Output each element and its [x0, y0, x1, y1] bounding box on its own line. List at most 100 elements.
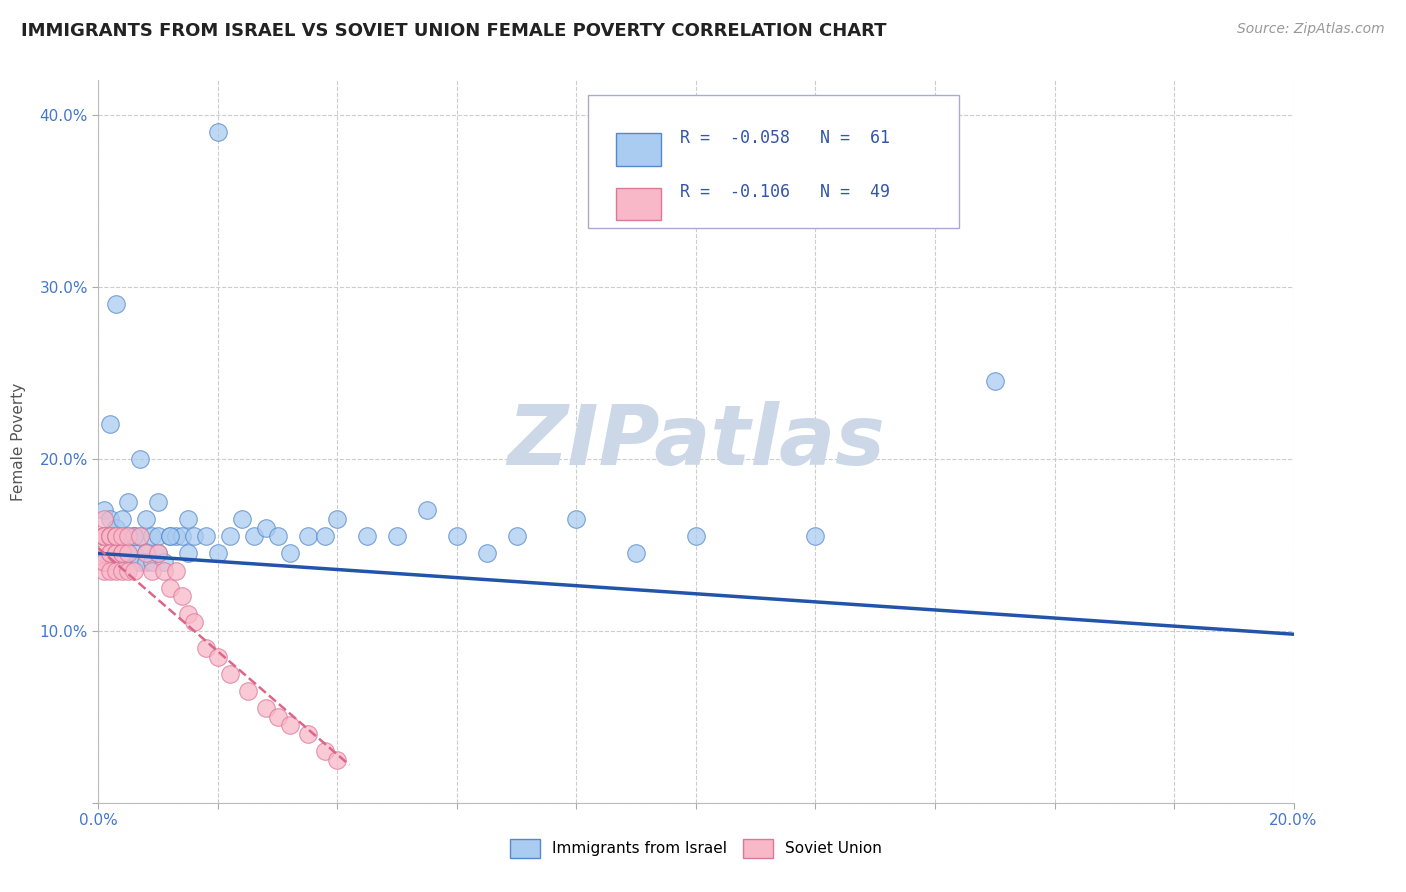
Point — [105, 529, 128, 543]
Text: IMMIGRANTS FROM ISRAEL VS SOVIET UNION FEMALE POVERTY CORRELATION CHART: IMMIGRANTS FROM ISRAEL VS SOVIET UNION F… — [21, 22, 887, 40]
Point — [297, 727, 319, 741]
Point — [315, 529, 337, 543]
Point — [98, 529, 122, 543]
Point — [111, 564, 134, 578]
Point — [416, 503, 439, 517]
Point — [129, 529, 152, 543]
Point — [98, 546, 122, 560]
Point — [243, 529, 266, 543]
Point — [98, 529, 122, 543]
Point — [565, 512, 588, 526]
Point — [278, 718, 301, 732]
Point — [98, 546, 122, 560]
Point — [93, 564, 115, 578]
Point — [111, 546, 134, 560]
Point — [148, 529, 170, 543]
Point — [356, 529, 378, 543]
Point — [117, 546, 139, 560]
Point — [111, 555, 134, 569]
Text: R =  -0.058   N =  61: R = -0.058 N = 61 — [681, 129, 890, 147]
Point — [207, 125, 229, 139]
Text: Source: ZipAtlas.com: Source: ZipAtlas.com — [1237, 22, 1385, 37]
Point — [98, 529, 122, 543]
Point — [98, 417, 122, 432]
Point — [129, 529, 152, 543]
Point — [506, 529, 529, 543]
Point — [129, 451, 152, 466]
Point — [105, 529, 128, 543]
Point — [124, 529, 146, 543]
Point — [177, 546, 200, 560]
Point — [93, 512, 115, 526]
Point — [105, 546, 128, 560]
Point — [105, 297, 128, 311]
Point — [93, 529, 115, 543]
Point — [475, 546, 498, 560]
Point — [219, 529, 242, 543]
Point — [159, 529, 181, 543]
Point — [165, 529, 187, 543]
Point — [177, 512, 200, 526]
Point — [267, 529, 290, 543]
Point — [105, 520, 128, 534]
Point — [135, 546, 157, 560]
Point — [159, 581, 181, 595]
Point — [105, 529, 128, 543]
Point — [177, 607, 200, 621]
Point — [98, 512, 122, 526]
Point — [93, 529, 115, 543]
Point — [117, 546, 139, 560]
Point — [105, 546, 128, 560]
Point — [124, 529, 146, 543]
Point — [153, 555, 176, 569]
Point — [172, 590, 194, 604]
Text: ZIPatlas: ZIPatlas — [508, 401, 884, 482]
Point — [93, 503, 115, 517]
Point — [93, 529, 115, 543]
Point — [207, 546, 229, 560]
Point — [183, 615, 205, 630]
Point — [254, 701, 277, 715]
Point — [165, 564, 187, 578]
Point — [135, 512, 157, 526]
Point — [105, 529, 128, 543]
Point — [93, 546, 115, 560]
Point — [254, 520, 277, 534]
Text: R =  -0.106   N =  49: R = -0.106 N = 49 — [681, 183, 890, 202]
Point — [236, 684, 259, 698]
Point — [141, 555, 163, 569]
Point — [685, 529, 707, 543]
Point — [124, 546, 146, 560]
Point — [98, 529, 122, 543]
Point — [135, 555, 157, 569]
Point — [153, 564, 176, 578]
FancyBboxPatch shape — [589, 95, 959, 228]
Point — [111, 546, 134, 560]
Point — [98, 564, 122, 578]
Point — [267, 710, 290, 724]
Point — [231, 512, 253, 526]
Point — [195, 529, 218, 543]
Legend: Immigrants from Israel, Soviet Union: Immigrants from Israel, Soviet Union — [503, 833, 889, 863]
Point — [326, 512, 349, 526]
Bar — [616, 134, 661, 166]
Point — [159, 529, 181, 543]
Point — [195, 640, 218, 655]
Point — [93, 529, 115, 543]
Point — [446, 529, 468, 543]
Y-axis label: Female Poverty: Female Poverty — [11, 383, 25, 500]
Point — [385, 529, 409, 543]
Point — [207, 649, 229, 664]
Point — [111, 512, 134, 526]
Bar — [616, 187, 661, 220]
Point — [315, 744, 337, 758]
Point — [117, 529, 139, 543]
Point — [148, 494, 170, 508]
Point — [626, 546, 648, 560]
Point — [93, 555, 115, 569]
Point — [141, 564, 163, 578]
Point — [135, 546, 157, 560]
Point — [219, 666, 242, 681]
Point — [111, 529, 134, 543]
Point — [141, 529, 163, 543]
